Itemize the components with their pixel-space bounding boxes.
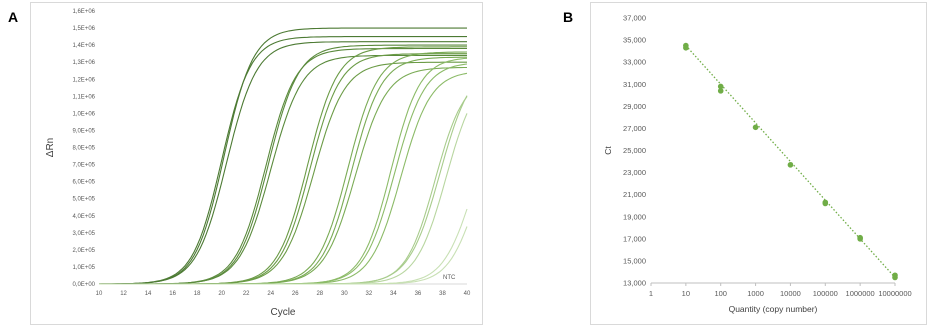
- x-tick-label: 10: [96, 291, 103, 297]
- x-tick-label: 1000: [747, 289, 764, 298]
- y-tick-label: 7,0E+05: [72, 163, 95, 169]
- data-point: [717, 88, 724, 94]
- data-point: [857, 236, 863, 242]
- x-tick-label: 22: [243, 291, 250, 297]
- x-tick-label: 100000: [813, 289, 838, 298]
- x-tick-label: 30: [341, 291, 348, 297]
- y-tick-label: 1,5E+06: [72, 26, 95, 32]
- data-point: [787, 162, 794, 168]
- y-tick-label: 1,3E+06: [72, 60, 95, 66]
- trendline: [685, 45, 896, 278]
- y-tick-label: 15,000: [623, 256, 646, 265]
- amplification-curve-series: [99, 226, 468, 285]
- data-point: [892, 274, 898, 281]
- y-axis-title: ΔRn: [45, 138, 56, 157]
- y-tick-label: 9,0E+05: [72, 128, 95, 134]
- x-tick-label: 38: [439, 291, 446, 297]
- x-tick-label: 14: [145, 291, 152, 297]
- amplification-chart-svg: 0,0E+00 1,0E+05 2,0E+05 3,0E+05 4,0E+05 5,0E+…: [45, 9, 471, 318]
- panel-label-b: B: [563, 9, 574, 25]
- y-tick-label: 35,000: [623, 36, 646, 45]
- x-tick-label: 10: [682, 289, 690, 298]
- y-tick-label: 31,000: [623, 80, 646, 89]
- data-point: [752, 124, 759, 131]
- x-tick-label: 20: [218, 291, 225, 297]
- y-tick-label: 0,0E+00: [72, 282, 95, 288]
- x-tick-label: 36: [415, 291, 422, 297]
- amplification-plot: 0,0E+00 1,0E+05 2,0E+05 3,0E+05 4,0E+05 5,0E+…: [30, 2, 483, 325]
- y-tick-label: 17,000: [623, 234, 646, 243]
- x-tick-label: 32: [366, 291, 373, 297]
- data-point: [683, 45, 689, 51]
- x-tick-label: 18: [194, 291, 201, 297]
- data-point: [822, 200, 829, 207]
- ntc-annotation: NTC: [443, 275, 456, 281]
- standard-curve-plot: 13,000 15,000 17,000 19,000 21,000 23,000 25,0…: [590, 2, 927, 325]
- y-tick-label: 21,000: [623, 190, 646, 199]
- y-axis-title: Ct: [603, 146, 613, 155]
- x-tick-label: 10000000: [878, 289, 911, 298]
- y-tick-label: 37,000: [623, 14, 646, 23]
- standard-curve-svg: 13,000 15,000 17,000 19,000 21,000 23,000 25,0…: [603, 14, 912, 315]
- x-tick-label: 16: [169, 291, 176, 297]
- y-tick-label: 1,0E+06: [72, 111, 95, 117]
- y-tick-label: 33,000: [623, 58, 646, 67]
- x-tick-label: 28: [316, 291, 323, 297]
- x-axis-title: Quantity (copy number): [729, 304, 818, 314]
- y-tick-label: 23,000: [623, 168, 646, 177]
- amplification-curve-series: [99, 208, 468, 285]
- y-tick-label: 5,0E+05: [72, 197, 95, 203]
- panel-label-a: A: [8, 9, 19, 25]
- y-tick-label: 25,000: [623, 146, 646, 155]
- x-tick-label: 10000: [780, 289, 801, 298]
- y-tick-label: 1,0E+05: [72, 265, 95, 271]
- y-tick-label: 1,6E+06: [72, 9, 95, 15]
- y-tick-label: 13,000: [623, 279, 646, 288]
- x-tick-label: 24: [267, 291, 274, 297]
- y-tick-label: 1,4E+06: [72, 43, 95, 49]
- y-tick-label: 19,000: [623, 212, 646, 221]
- y-tick-label: 2,0E+05: [72, 248, 95, 254]
- y-tick-label: 1,1E+06: [72, 94, 95, 100]
- x-tick-label: 12: [120, 291, 127, 297]
- y-tick-label: 1,2E+06: [72, 77, 95, 83]
- amplification-curve-series: [99, 41, 467, 285]
- y-tick-label: 8,0E+05: [72, 146, 95, 152]
- x-tick-label: 34: [390, 291, 397, 297]
- y-tick-label: 27,000: [623, 124, 646, 133]
- y-tick-label: 29,000: [623, 102, 646, 111]
- x-tick-label: 1000000: [846, 289, 875, 298]
- data-point: [717, 83, 724, 90]
- y-tick-label: 6,0E+05: [72, 180, 95, 186]
- x-tick-label: 1: [649, 289, 653, 298]
- x-tick-label: 26: [292, 291, 299, 297]
- y-tick-label: 4,0E+05: [72, 214, 95, 220]
- x-tick-label: 100: [714, 289, 727, 298]
- y-tick-label: 3,0E+05: [72, 231, 95, 237]
- amplification-curve-series: [99, 36, 467, 285]
- x-axis-title: Cycle: [270, 307, 295, 318]
- x-tick-label: 40: [464, 291, 471, 297]
